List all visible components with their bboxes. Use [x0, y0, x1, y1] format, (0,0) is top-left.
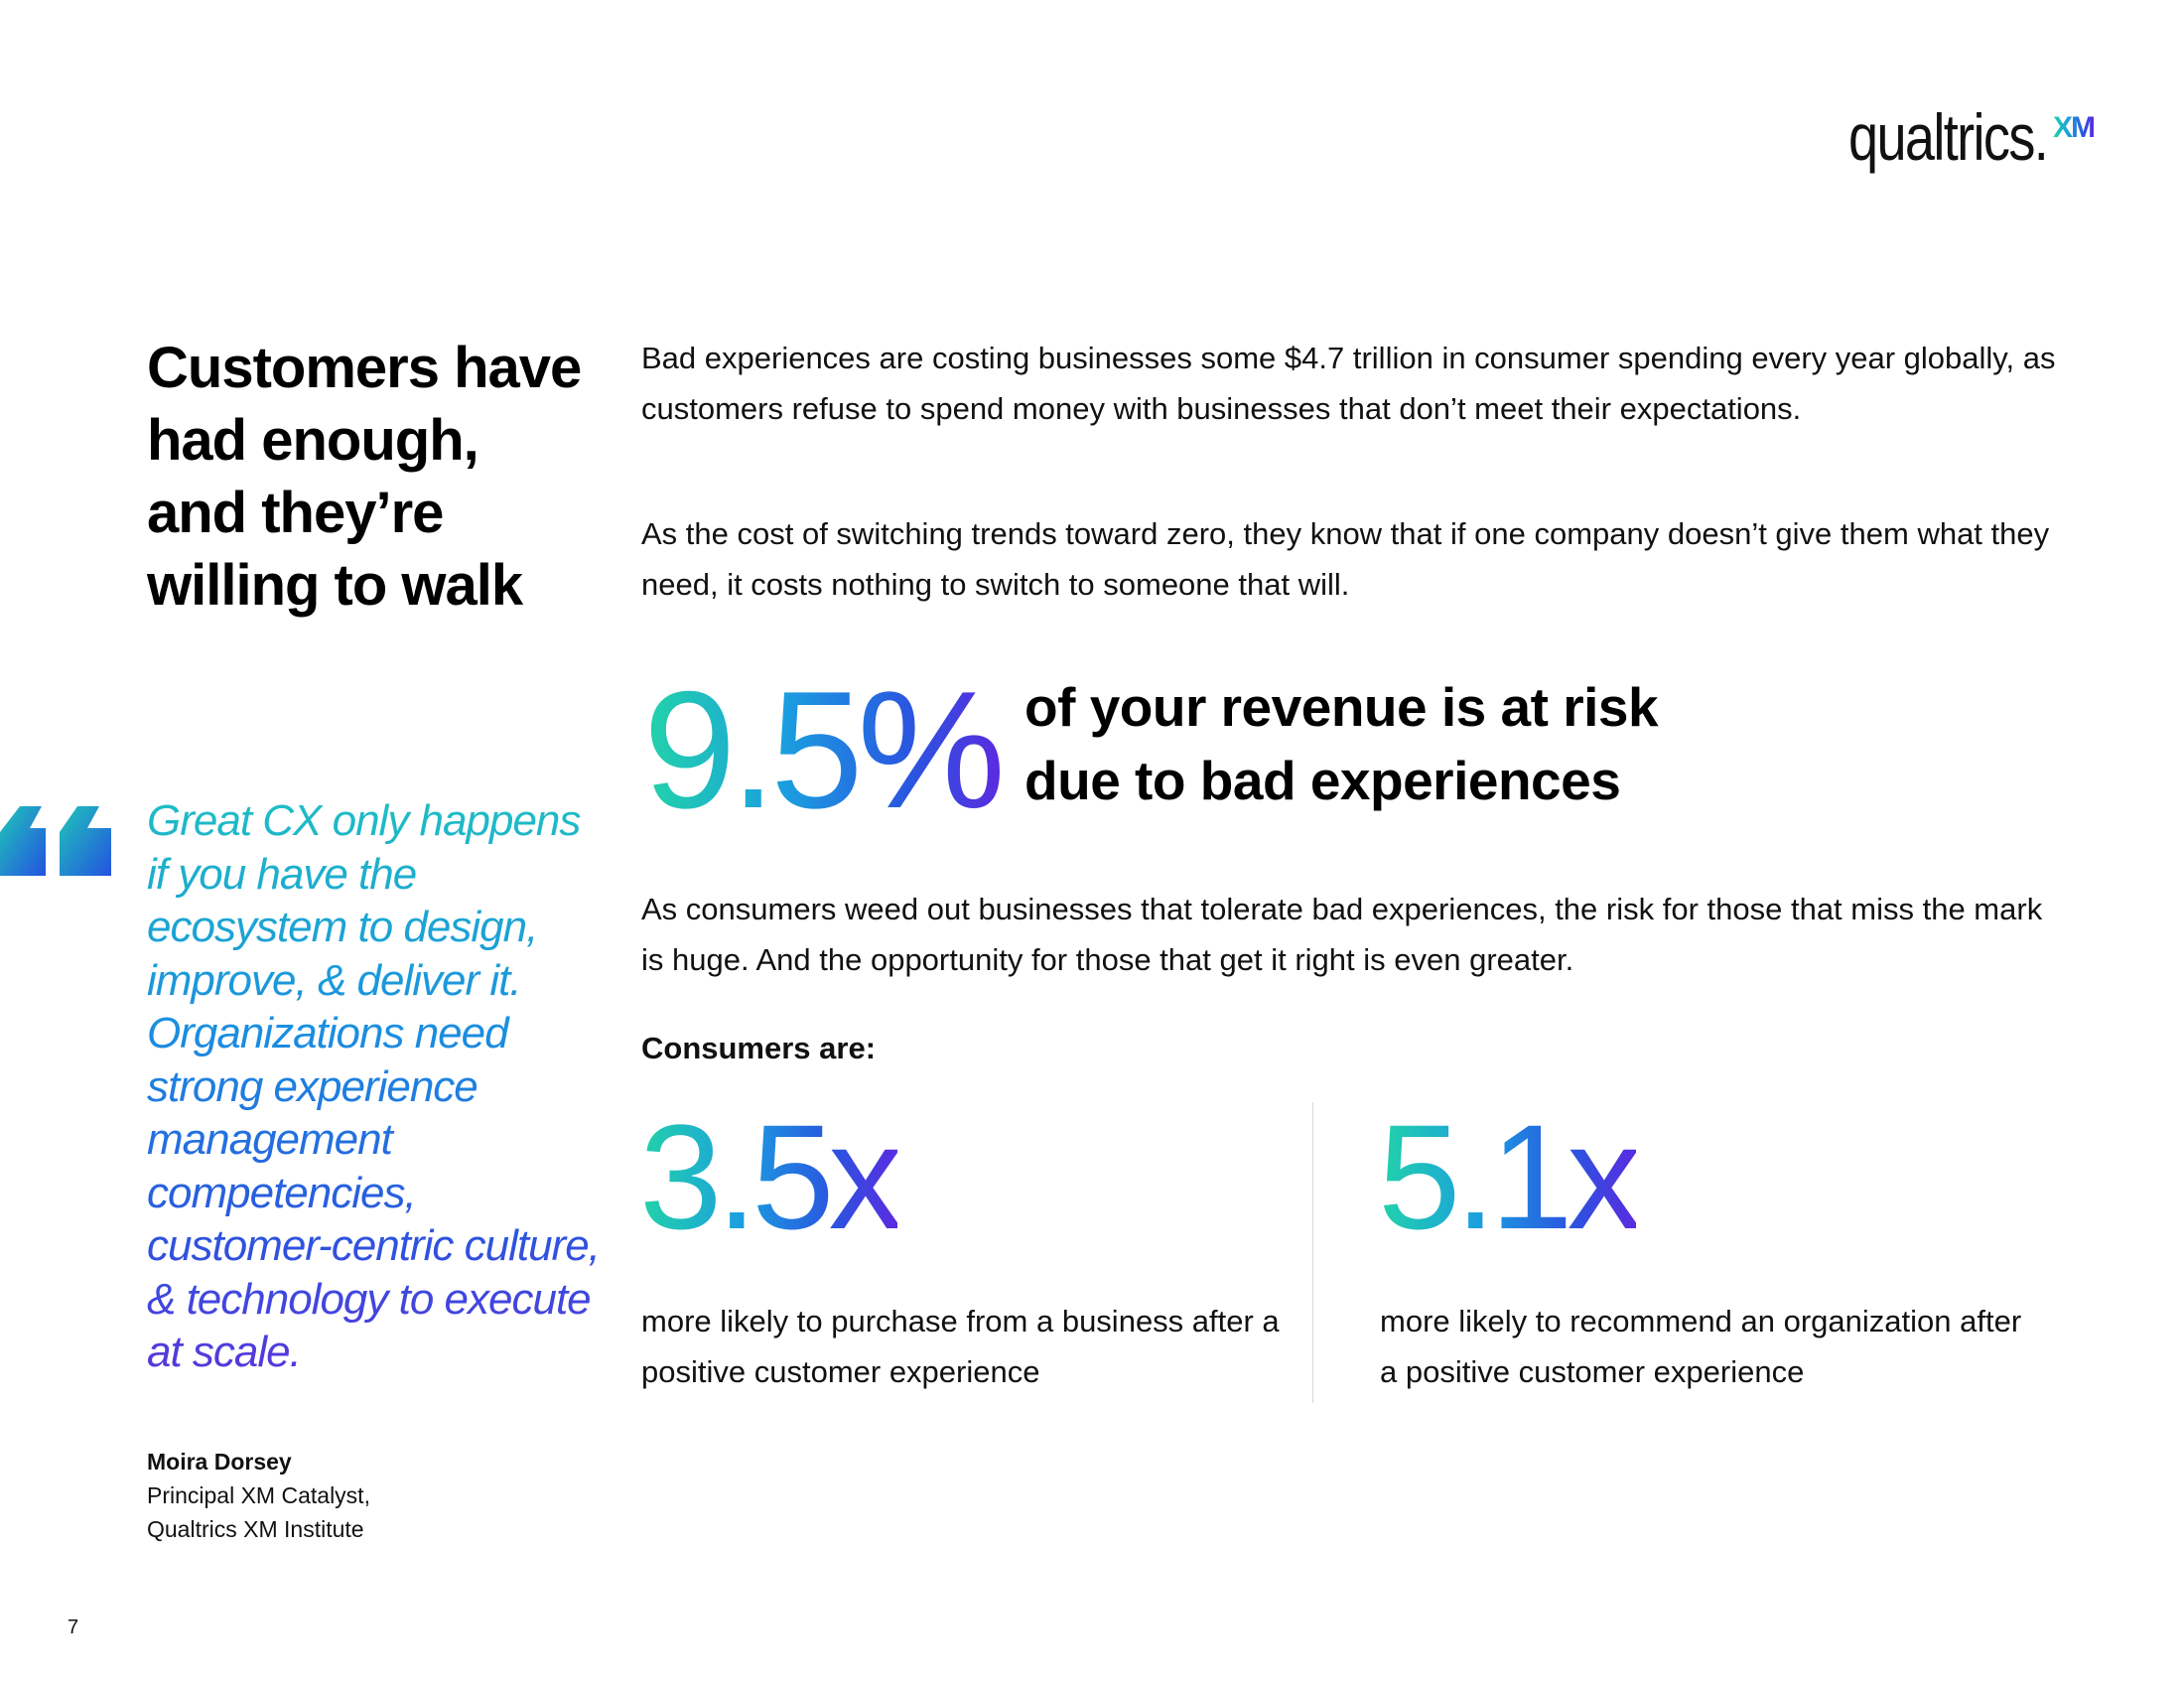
purchase-description: more likely to purchase from a business …	[641, 1304, 1280, 1389]
body-paragraph-3: As consumers weed out businesses that to…	[641, 892, 2043, 977]
logo-xm-superscript: XM	[2053, 111, 2096, 144]
purchase-multiplier: 3.5x	[639, 1093, 903, 1260]
quote-author-org: Qualtrics XM Institute	[147, 1516, 364, 1542]
consumers-label: Consumers are:	[641, 1031, 877, 1065]
revenue-risk-text: of your revenue is at risk due to bad ex…	[1024, 676, 1659, 811]
quote-author: Moira Dorsey	[147, 1449, 292, 1475]
divider	[1312, 1102, 1313, 1403]
body-paragraph-1: Bad experiences are costing businesses s…	[641, 341, 2056, 426]
revenue-risk-stat: 9.5%	[643, 656, 1006, 843]
pull-quote: Great CX only happens if you have the ec…	[147, 794, 604, 1379]
page-number: 7	[68, 1617, 79, 1638]
recommend-description: more likely to recommend an organization…	[1380, 1304, 2022, 1389]
qualtrics-logo: qualtrics.	[1848, 100, 2049, 174]
body-paragraph-2: As the cost of switching trends toward z…	[641, 516, 2050, 602]
quote-mark-icon	[0, 806, 111, 876]
page-title: Customers have had enough, and they’re w…	[147, 336, 582, 618]
quote-author-title: Principal XM Catalyst,	[147, 1482, 370, 1508]
recommend-multiplier: 5.1x	[1378, 1093, 1642, 1260]
